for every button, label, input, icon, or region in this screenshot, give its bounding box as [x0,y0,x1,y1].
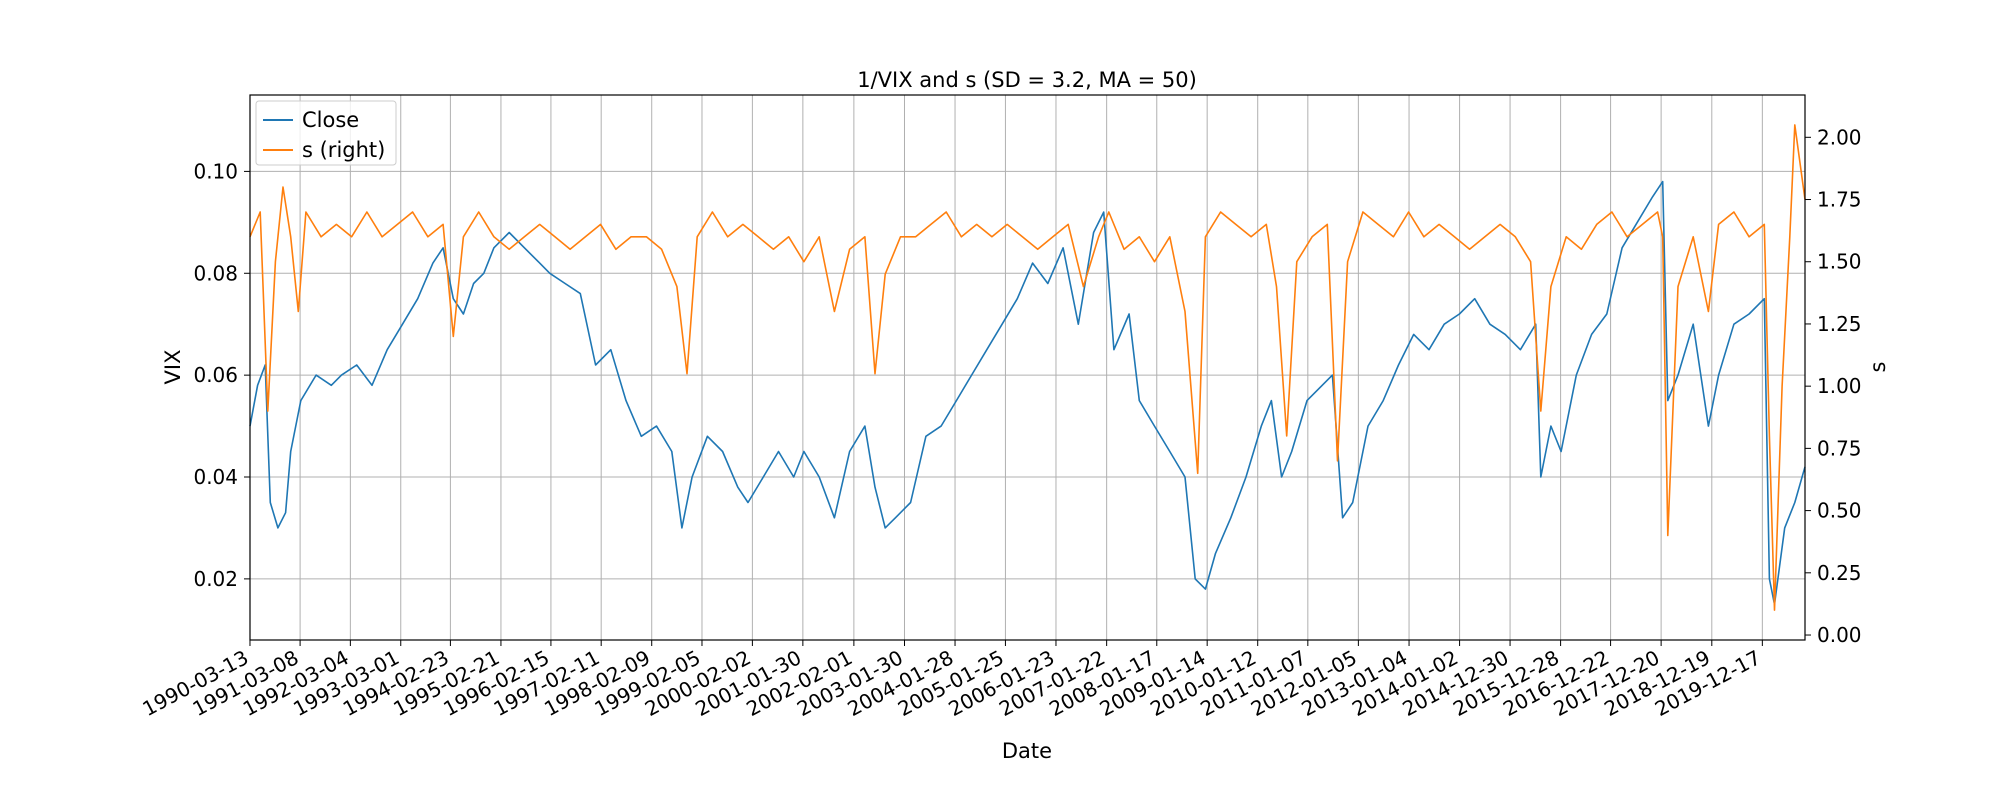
legend-label-close: Close [302,108,359,132]
right-y-tick-label: 0.25 [1817,561,1862,585]
right-y-tick-label: 0.75 [1817,436,1862,460]
left-y-axis-title: VIX [161,350,185,385]
left-y-tick-label: 0.08 [193,261,238,285]
left-y-tick-label: 0.02 [193,567,238,591]
series-line-s [249,124,1806,611]
right-y-tick-label: 0.50 [1817,499,1862,523]
legend-label-s: s (right) [302,138,385,162]
right-y-tick-label: 1.50 [1817,250,1862,274]
series-line-close [249,180,1806,606]
right-y-tick-label: 1.75 [1817,188,1862,212]
left-y-axis-ticks: 0.02 0.04 0.06 0.08 0.10 [193,159,250,591]
series-lines [249,124,1806,611]
right-y-tick-label: 0.00 [1817,623,1862,647]
x-axis-title: Date [1002,739,1052,763]
x-axis-ticks: 1990-03-131991-03-081992-03-041993-03-01… [138,640,1765,721]
left-y-tick-label: 0.06 [193,363,238,387]
grid [249,95,1805,640]
right-y-axis-title: s [1866,362,1890,373]
right-y-axis-ticks: 0.00 0.25 0.50 0.75 1.00 1.25 1.50 1.75 2.00 [1805,125,1862,647]
right-y-tick-label: 1.00 [1817,374,1862,398]
left-y-tick-label: 0.10 [193,159,238,183]
plot-frame [249,94,1806,641]
right-y-tick-label: 1.25 [1817,312,1862,336]
chart-title: 1/VIX and s (SD = 3.2, MA = 50) [857,68,1197,92]
left-y-tick-label: 0.04 [193,465,238,489]
right-y-tick-label: 2.00 [1817,125,1862,149]
legend: Close s (right) [255,100,397,166]
